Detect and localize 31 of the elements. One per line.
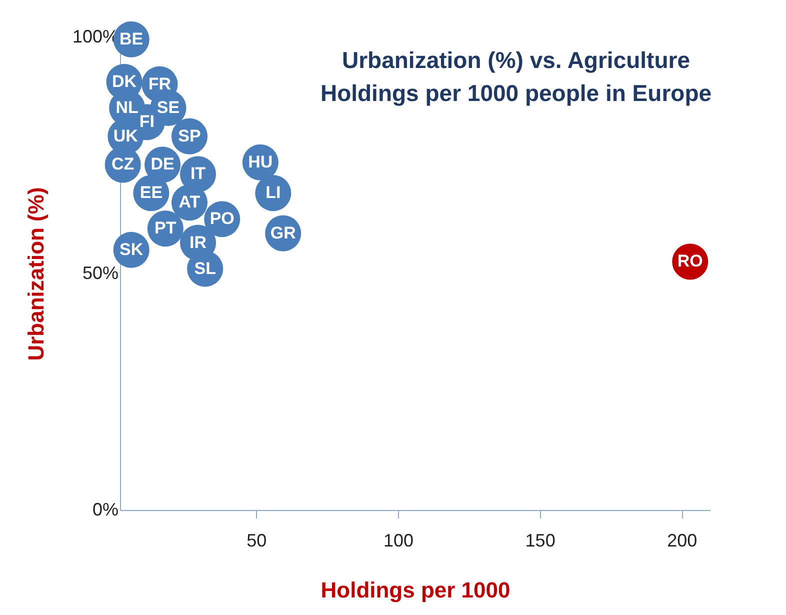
annotation: CZ (112, 154, 134, 174)
x-tick-label: 100 (383, 530, 414, 550)
text: Urbanization (%) vs. Agriculture Holdings per 1000 people in Europe (320, 47, 712, 106)
annotation: FI (139, 112, 154, 132)
annotation: EE (140, 183, 163, 202)
annotation: RO (677, 252, 703, 271)
annotation: BE (120, 29, 144, 48)
annotation: PO (210, 209, 234, 228)
annotation: SK (120, 240, 144, 259)
annotation: SL (194, 258, 216, 278)
annotation: PT (154, 218, 177, 238)
annotation: IT (190, 164, 206, 184)
annotation: DE (150, 154, 174, 174)
annotation: LI (266, 183, 281, 202)
y-axis-title: Urbanization (%) (23, 187, 48, 361)
annotation: UK (113, 126, 139, 146)
x-tick-label: 150 (525, 530, 556, 550)
annotation: SE (156, 98, 180, 117)
x-axis-title: Holdings per 1000 (320, 578, 510, 602)
y-tick-label: 50% (82, 263, 118, 283)
x-tick-label: 50 (246, 530, 267, 550)
annotation: DK (112, 72, 138, 91)
annotation: HU (248, 152, 273, 172)
annotation: SP (178, 126, 201, 146)
y-tick-label: 0% (92, 500, 118, 520)
annotation: FR (148, 74, 172, 94)
annotation: AT (178, 192, 201, 212)
x-tick-label: 200 (667, 530, 698, 550)
annotation: GR (270, 223, 296, 242)
annotation: IR (190, 232, 207, 252)
annotation: NL (116, 98, 138, 117)
